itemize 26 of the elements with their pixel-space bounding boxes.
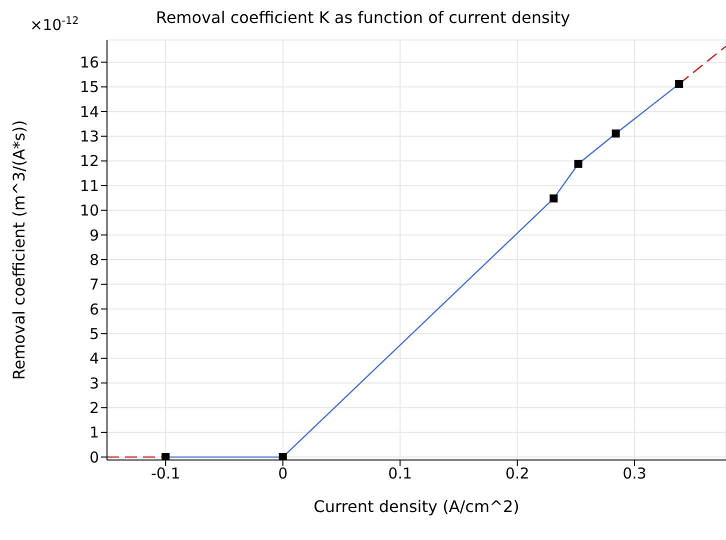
y-tick-label: 9: [89, 226, 99, 244]
chart-title: Removal coefficient K as function of current density: [156, 8, 570, 27]
y-tick-label: 10: [80, 202, 99, 220]
y-tick-label: 8: [89, 250, 99, 269]
x-axis-title: Current density (A/cm^2): [314, 497, 520, 516]
y-tick-label: 12: [80, 152, 99, 170]
text: ×10$^{-12}$: [30, 15, 79, 34]
y-tick-label: 5: [89, 324, 99, 343]
y-tick-label: 13: [80, 128, 99, 146]
y-tick-label: 2: [89, 399, 99, 418]
y-tick-label: 15: [80, 78, 99, 96]
x-tick-label: 0.2: [505, 464, 530, 483]
y-tick-label: 16: [80, 54, 99, 72]
x-tick-label: 0: [278, 464, 288, 483]
x-tick-label: 0.1: [388, 464, 412, 483]
x-tick-label: 0.3: [622, 464, 646, 483]
y-tick-label: 11: [80, 176, 99, 195]
y-axis-title: Removal coefficient (m^3/(A*s)): [10, 120, 29, 380]
y-tick-label: 7: [89, 276, 99, 294]
x-tick-label: -0.1: [150, 464, 180, 483]
y-tick-label: 6: [89, 300, 99, 318]
y-tick-label: 1: [89, 424, 99, 442]
y-tick-label: 3: [89, 374, 99, 392]
y-tick-label: 14: [80, 102, 99, 121]
y-tick-label: 4: [89, 350, 99, 368]
y-tick-label: 0: [89, 448, 99, 466]
